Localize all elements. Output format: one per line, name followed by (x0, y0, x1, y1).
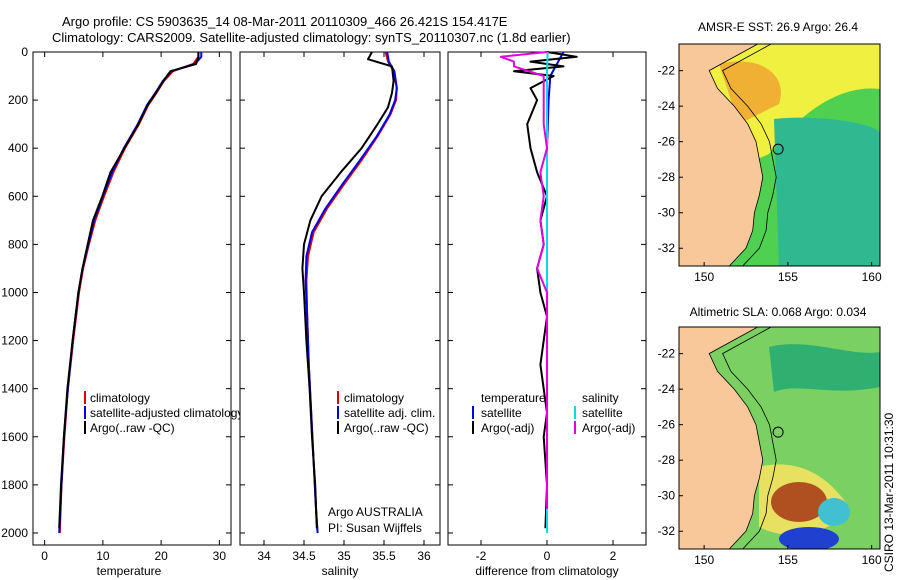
series-line-argo-raw-qc- (301, 51, 395, 529)
legend-title-temperature: temperature (481, 391, 546, 405)
y-tick-label: 1000 (1, 285, 28, 299)
map-y-tick-label: -32 (658, 524, 676, 538)
map-y-tick-label: -26 (658, 135, 676, 149)
difference-plot: -2 0 2 difference from climatology tempera… (447, 51, 647, 578)
map-y-tick-label: -26 (658, 418, 676, 432)
legend-label-satellite: satellite-adjusted climatology (90, 406, 243, 420)
y-tick-label: 0 (21, 45, 28, 59)
argo-location-marker (772, 143, 784, 155)
legend-title-salinity: salinity (582, 391, 619, 405)
legend-label-climatology: climatology (344, 391, 404, 405)
x-tick-label: 0 (544, 549, 551, 563)
land-mass (679, 44, 764, 266)
map-y-tick-label: -22 (658, 347, 676, 361)
x-tick-label: 35 (337, 549, 351, 563)
y-tick-label: 200 (8, 93, 28, 107)
y-tick-label: 2000 (1, 526, 28, 540)
salinity-legend: climatology satellite adj. clim. Argo(..… (337, 391, 435, 435)
legend-label-sal-argo: Argo(-adj) (582, 421, 635, 435)
sla-low-band (769, 344, 880, 392)
map-field (679, 327, 880, 549)
shelf-contour (722, 327, 777, 549)
map-y-tick-label: -28 (658, 453, 676, 467)
map-y-tick-label: -30 (658, 489, 676, 503)
temperature-plot: 0 10 20 30 0 200 400 600 800 1000 1200 1400 1600 1800… (1, 45, 243, 578)
salinity-plot: 34 34.5 35 35.5 36 salinity climatology sate… (239, 51, 441, 578)
annotation-pi: PI: Susan Wijffels (328, 521, 422, 535)
x-tick-label: 2 (610, 549, 617, 563)
series-line-salinity-argo-adj- (499, 51, 548, 509)
shelf-contour (722, 44, 777, 266)
map-x-tick-label: 160 (862, 270, 882, 284)
sla-map: Altimetric SLA: 0.068 Argo: 0.034 150 155… (658, 305, 882, 567)
credit-timestamp: CSIRO 13-Mar-2011 10:31:30 (882, 412, 896, 572)
sst-map: AMSR-E SST: 26.9 Argo: 26.4 150 155 160 -22… (658, 20, 882, 284)
title-line-1: Argo profile: CS 5903635_14 08-Mar-2011 … (62, 14, 508, 29)
y-tick-label: 1400 (1, 382, 28, 396)
map-y-tick-label: -24 (658, 99, 676, 113)
legend-label-satellite: satellite adj. clim. (344, 406, 435, 420)
x-tick-label: -2 (476, 549, 487, 563)
x-tick-label: 34 (257, 549, 271, 563)
y-tick-label: 400 (8, 141, 28, 155)
sla-eddy-high (771, 482, 827, 522)
sla-eddy-mid (818, 498, 850, 526)
y-tick-label: 1600 (1, 430, 28, 444)
y-tick-label: 1800 (1, 478, 28, 492)
sla-eddy-low (779, 527, 839, 549)
map-x-tick-label: 150 (694, 553, 714, 567)
salinity-plot-frame (239, 51, 441, 546)
legend-label-temp-argo: Argo(-adj) (481, 421, 534, 435)
legend-label-argo: Argo(..raw -QC) (344, 421, 429, 435)
map-y-tick-label: -30 (658, 206, 676, 220)
salinity-xlabel: salinity (322, 564, 359, 578)
temperature-legend: climatology satellite-adjusted climatolo… (84, 391, 243, 435)
map-field (679, 44, 880, 266)
x-tick-label: 20 (154, 549, 168, 563)
legend-label-argo: Argo(..raw -QC) (90, 421, 175, 435)
x-tick-label: 0 (41, 549, 48, 563)
y-tick-label: 1200 (1, 334, 28, 348)
cool-water-region (774, 117, 880, 266)
x-tick-label: 10 (96, 549, 110, 563)
difference-xlabel: difference from climatology (475, 564, 618, 578)
argo-location-marker (772, 426, 784, 438)
legend-label-sal-satellite: satellite (582, 406, 623, 420)
map-x-tick-label: 160 (862, 553, 882, 567)
map-frame (678, 326, 881, 550)
difference-legend: temperature satellite Argo(-adj) salinit… (472, 391, 635, 435)
y-tick-label: 800 (8, 237, 28, 251)
sst-map-title: AMSR-E SST: 26.9 Argo: 26.4 (698, 20, 858, 34)
legend-label-temp-satellite: satellite (481, 406, 522, 420)
map-x-tick-label: 150 (694, 270, 714, 284)
x-tick-label: 35.5 (372, 549, 396, 563)
map-x-tick-label: 155 (778, 553, 798, 567)
legend-label-climatology: climatology (90, 391, 150, 405)
map-frame (678, 43, 881, 267)
series-line-temperature-argo-adj- (513, 51, 578, 529)
sla-map-title: Altimetric SLA: 0.068 Argo: 0.034 (690, 305, 867, 319)
x-tick-label: 34.5 (292, 549, 316, 563)
map-y-tick-label: -22 (658, 64, 676, 78)
map-y-tick-label: -28 (658, 170, 676, 184)
map-y-tick-label: -32 (658, 241, 676, 255)
x-tick-label: 30 (213, 549, 227, 563)
temperature-xlabel: temperature (97, 564, 162, 578)
annotation-argo-australia: Argo AUSTRALIA (328, 505, 423, 519)
title-line-2: Climatology: CARS2009. Satellite-adjuste… (52, 30, 571, 45)
series-line-argo-raw-qc- (58, 52, 200, 529)
land-mass (679, 327, 764, 549)
map-y-tick-label: -24 (658, 382, 676, 396)
map-x-tick-label: 155 (778, 270, 798, 284)
x-tick-label: 36 (417, 549, 431, 563)
y-tick-label: 600 (8, 189, 28, 203)
